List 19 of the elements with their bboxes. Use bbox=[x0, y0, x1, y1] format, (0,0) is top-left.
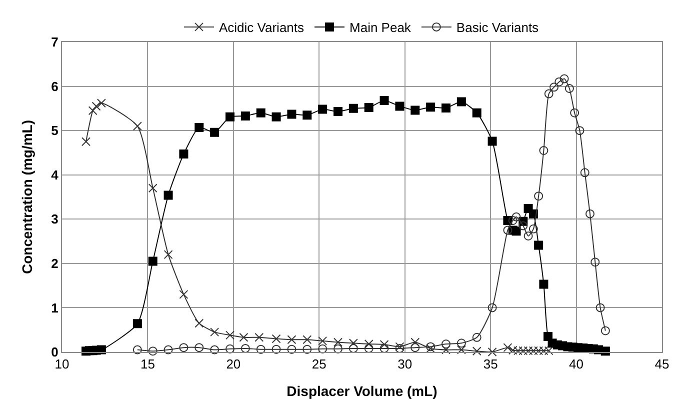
legend-label: Basic Variants bbox=[456, 20, 540, 36]
y-tick-label: 1 bbox=[51, 300, 58, 316]
y-tick-label: 5 bbox=[51, 123, 58, 138]
legend-label: Main Peak bbox=[350, 20, 412, 36]
x-tick-label: 35 bbox=[483, 356, 498, 372]
legend-label: Acidic Variants bbox=[219, 20, 305, 36]
y-tick-label: 4 bbox=[51, 167, 60, 182]
y-axis-title: Concentration (mg/mL) bbox=[18, 120, 35, 274]
x-tick-label: 45 bbox=[654, 356, 670, 372]
y-tick-label: 3 bbox=[51, 212, 58, 227]
x-axis-title: Displacer Volume (mL) bbox=[286, 382, 438, 399]
x-tick-label: 40 bbox=[569, 356, 584, 372]
x-tick-label: 25 bbox=[312, 356, 326, 372]
x-tick-label: 30 bbox=[398, 356, 412, 372]
y-tick-label: 7 bbox=[51, 34, 58, 50]
x-tick-label: 15 bbox=[140, 356, 155, 372]
x-tick-label: 20 bbox=[226, 356, 241, 372]
y-tick-label: 2 bbox=[51, 256, 58, 271]
y-tick-label: 6 bbox=[51, 78, 58, 94]
